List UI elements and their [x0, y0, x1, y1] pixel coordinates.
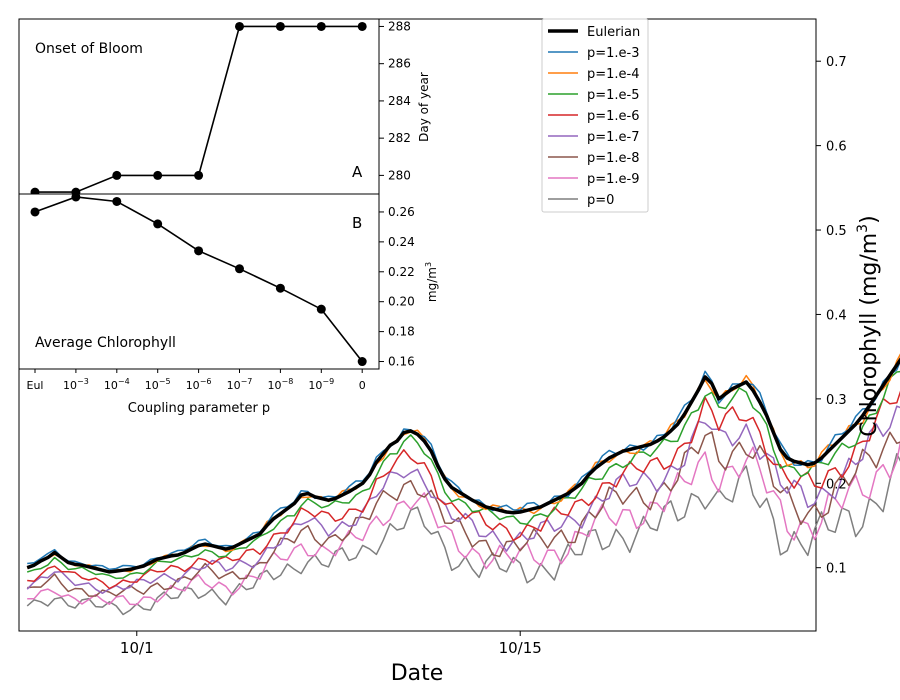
main-series-lines [26, 353, 900, 616]
legend-label: p=0 [587, 193, 614, 208]
main-y-tick-label: 0.3 [826, 393, 847, 408]
inset-a-y-tick-label: 284 [388, 94, 411, 108]
series-line-8 [26, 453, 900, 616]
inset-b-marker [357, 357, 367, 367]
legend-label: p=1.e-9 [587, 172, 640, 187]
inset-a-marker [153, 170, 163, 180]
inset-b-y-tick-label: 0.18 [388, 325, 415, 339]
inset-b-marker [30, 207, 40, 217]
series-line-3 [26, 370, 900, 580]
series-line-4 [27, 390, 900, 590]
legend-box [541, 18, 649, 213]
inset-a-y-tick-label: 282 [388, 131, 411, 145]
main-y-tick-label: 0.4 [826, 308, 847, 323]
legend-label: p=1.e-3 [587, 46, 640, 61]
inset-b-marker [112, 196, 122, 206]
inset-b-y-axis-label: mg/m3 [424, 262, 439, 302]
main-y-tick-label: 0.1 [826, 562, 847, 577]
main-x-tick-label: 10/1 [120, 639, 154, 657]
main-x-ticks: 10/110/1511/1 [120, 631, 542, 657]
inset-b-x-tick-label: 10−6 [186, 377, 212, 392]
main-y-tick-label: 0.2 [826, 477, 847, 492]
inset-a-y-axis-label: Day of year [417, 72, 431, 142]
inset-a-marker [316, 21, 326, 31]
inset-b-line [30, 192, 367, 367]
inset-b-x-tick-label: 10−5 [145, 377, 171, 392]
main-y-ticks: 0.1 0.2 0.3 0.4 0.5 0.6 0.7 [816, 55, 847, 577]
inset-b-y-tick-label: 0.24 [388, 235, 415, 249]
inset-b-x-tick-label: 10−9 [308, 377, 334, 392]
legend-label: p=1.e-7 [587, 130, 640, 145]
inset-b-y-ticks: 0.16 0.18 0.20 0.22 0.24 0.26 [379, 205, 415, 369]
main-y-tick-label: 0.6 [826, 140, 847, 155]
series-line-0 [26, 357, 900, 574]
legend-label: Eulerian [587, 25, 640, 40]
main-y-tick-label: 0.5 [826, 224, 847, 239]
inset-b-x-tick-label: 0 [359, 379, 366, 392]
inset-a-marker [112, 170, 122, 180]
inset-a-y-tick-label: 286 [388, 57, 411, 71]
inset-a-y-tick-label: 280 [388, 168, 411, 182]
inset-a-title: Onset of Bloom [35, 41, 143, 57]
legend-label: p=1.e-6 [587, 109, 640, 124]
inset-b-x-tick-label: 10−7 [227, 377, 253, 392]
inset-b-frame [18, 193, 380, 370]
legend-label: p=1.e-8 [587, 151, 640, 166]
inset-b-marker [275, 283, 285, 293]
inset-b-marker [194, 246, 204, 256]
inset-b-x-tick-label: 10−4 [104, 377, 130, 392]
inset-b-x-tick-label: 10−8 [268, 377, 294, 392]
main-x-tick-label: 10/15 [499, 639, 542, 657]
inset-b-y-tick-label: 0.16 [388, 355, 415, 369]
inset-a-y-ticks: 280 282 284 286 288 [379, 19, 411, 182]
inset-b-marker [153, 219, 163, 229]
inset-b-x-axis-label: Coupling parameter p [128, 401, 270, 416]
main-y-axis-label: Chlorophyll (mg/m3) [855, 215, 882, 436]
series-line-6 [27, 431, 900, 597]
inset-b-x-tick-label: 10−3 [63, 377, 89, 392]
inset-b-y-tick-label: 0.20 [388, 295, 415, 309]
inset-b-title: Average Chlorophyll [35, 335, 176, 351]
inset-b-marker [71, 192, 81, 202]
main-y-tick-label: 0.7 [826, 55, 847, 70]
series-line-2 [26, 353, 900, 573]
inset-a-y-tick-label: 288 [388, 19, 411, 33]
series-line-5 [26, 405, 900, 595]
inset-a: Onset of Bloom A 280 282 284 286 288 Day of … [18, 18, 431, 197]
inset-b: Average Chlorophyll B 0.160.180.200.220.… [18, 192, 439, 416]
legend-label: p=1.e-4 [587, 67, 640, 82]
legend: Eulerian p=1.e-3 p=1.e-4 p=1.e-5 p=1.e-6 p=1.… [541, 18, 649, 213]
inset-a-marker [357, 21, 367, 31]
inset-b-y-tick-label: 0.22 [388, 265, 415, 279]
inset-b-y-tick-label: 0.26 [388, 205, 415, 219]
inset-a-marker [235, 21, 244, 31]
inset-b-x-tick-label: Eul [27, 379, 44, 392]
inset-b-marker [316, 304, 326, 314]
main-x-axis-label: Date [391, 661, 444, 686]
inset-a-panel-label: A [352, 163, 363, 181]
inset-b-panel-label: B [352, 214, 362, 232]
series-line-1 [27, 359, 900, 571]
inset-b-x-ticks: Eul 10−3 10−4 10−5 10−6 10−7 10−8 10−9 0 [27, 369, 366, 392]
inset-a-frame [18, 18, 380, 195]
inset-a-marker [194, 170, 204, 180]
inset-a-line [30, 21, 367, 197]
inset-b-marker [235, 264, 244, 274]
inset-a-marker [275, 21, 285, 31]
series-line-7 [27, 440, 900, 606]
legend-label: p=1.e-5 [587, 88, 640, 103]
